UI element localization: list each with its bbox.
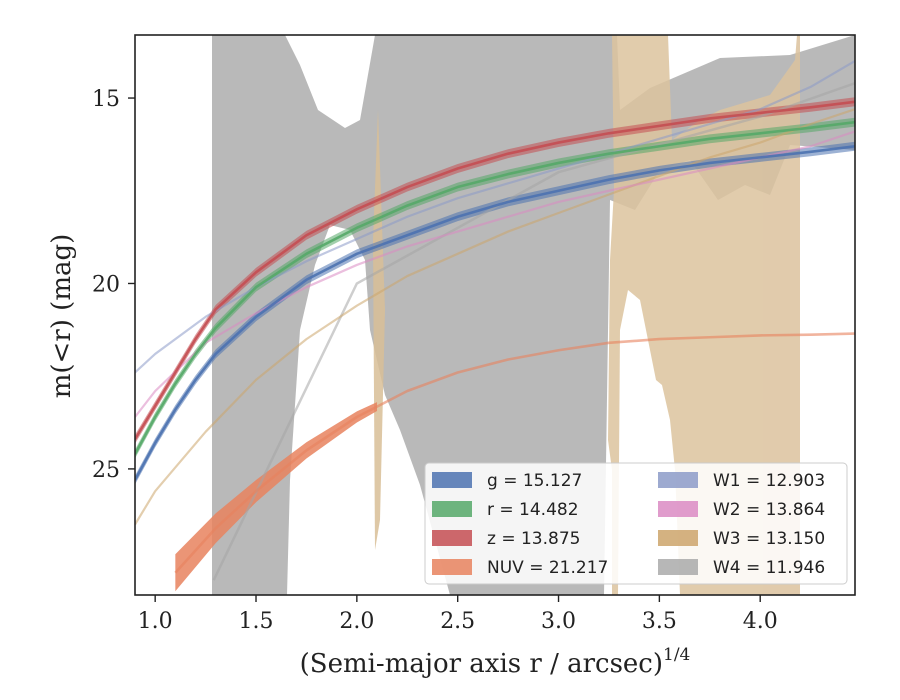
x-axis-ticks: 1.0 1.5 2.0 2.5 3.0 3.5 4.0 <box>138 595 778 634</box>
r-series-line <box>135 120 855 455</box>
nuv-band <box>175 402 378 592</box>
w2-series-line <box>135 130 855 418</box>
x-axis-label: (Semi-major axis r / arcsec)1/4 <box>300 645 691 679</box>
x-tick-label: 1.0 <box>138 609 173 634</box>
x-tick-label: 1.5 <box>239 609 274 634</box>
plot-frame <box>134 34 856 596</box>
x-tick-label: 4.0 <box>743 609 778 634</box>
w3-legend-label: W3 = 13.150 <box>713 529 825 549</box>
y-axis-label: m(<r) (mag) <box>47 234 77 399</box>
bands-layer <box>135 97 855 592</box>
x-tick-label: 3.0 <box>541 609 576 634</box>
g-legend-label: g = 15.127 <box>487 471 582 491</box>
r-legend-swatch <box>432 501 472 517</box>
x-axis-label-main: (Semi-major axis r / arcsec) <box>300 649 663 679</box>
nuv-series-line <box>174 332 855 574</box>
nuv-legend-swatch <box>432 559 472 575</box>
g-series-line <box>135 144 855 481</box>
w3-series-line <box>135 108 855 526</box>
y-tick-label: 15 <box>92 87 120 112</box>
y-axis-ticks: 15 20 25 <box>92 87 135 483</box>
z-legend-label: z = 13.875 <box>487 529 580 549</box>
w4-uncertainty-envelope <box>212 35 855 595</box>
w3-legend-swatch <box>658 530 698 546</box>
w2-legend-swatch <box>658 501 698 517</box>
x-tick-label: 3.5 <box>642 609 677 634</box>
w4-legend-label: W4 = 11.946 <box>713 558 825 578</box>
r-legend-label: r = 14.482 <box>487 500 579 520</box>
w4-legend-swatch <box>658 559 698 575</box>
w1-legend-swatch <box>658 472 698 488</box>
legend-box <box>424 462 848 585</box>
g-legend-swatch <box>432 472 472 488</box>
plot-area <box>135 35 855 595</box>
x-axis-label-superscript: 1/4 <box>663 645 690 665</box>
y-tick-label: 25 <box>92 458 120 483</box>
w4-envelope-left <box>212 35 855 595</box>
y-tick-label: 20 <box>92 272 120 297</box>
nuv-legend-label: NUV = 21.217 <box>487 558 608 578</box>
x-tick-label: 2.0 <box>339 609 374 634</box>
x-tick-label: 2.5 <box>440 609 475 634</box>
z-series-line <box>135 100 855 440</box>
w4-series-line <box>212 82 855 581</box>
w2-legend-label: W2 = 13.864 <box>713 500 825 520</box>
lines-layer <box>135 60 855 581</box>
z-legend-swatch <box>432 530 472 546</box>
legend: g = 15.127 r = 14.482 z = 13.875 NUV = 21.2… <box>424 462 848 585</box>
w1-legend-label: W1 = 12.903 <box>713 471 825 491</box>
